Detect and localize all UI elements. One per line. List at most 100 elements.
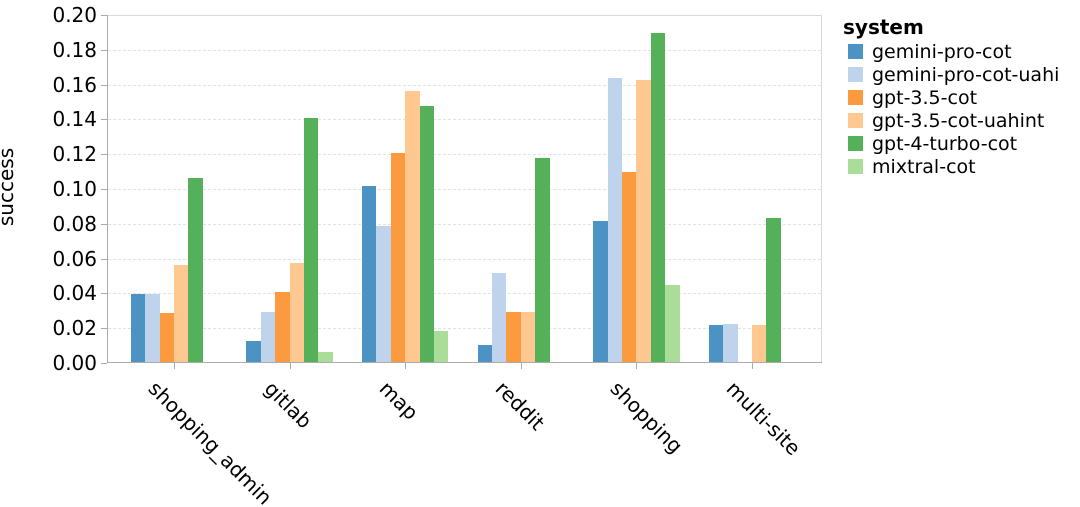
legend-label: mixtral-cot xyxy=(872,155,976,178)
y-tick-label: 0.06 xyxy=(52,246,97,271)
x-tick-mark xyxy=(636,363,638,369)
legend-swatch xyxy=(848,136,863,151)
x-tick-mark xyxy=(520,363,522,369)
legend-item: gemini-pro-cot-uahi xyxy=(843,63,1059,86)
bar-reddit-gemini-pro-cot-uahi xyxy=(492,273,507,362)
y-tick-label: 0.14 xyxy=(52,107,97,132)
right-spine xyxy=(821,15,822,363)
y-tick-mark xyxy=(101,223,107,225)
x-tick-label: shopping_admin xyxy=(143,376,277,507)
legend-item: mixtral-cot xyxy=(843,155,1059,178)
bar-map-gpt-4-turbo-cot xyxy=(419,106,434,362)
legend-item: gpt-4-turbo-cot xyxy=(843,132,1059,155)
legend-item: gpt-3.5-cot-uahint xyxy=(843,109,1059,132)
bar-reddit-gpt-4-turbo-cot xyxy=(535,158,550,362)
bar-shopping-gpt-3.5-cot xyxy=(622,172,637,362)
y-tick-mark xyxy=(101,154,107,156)
bar-gitlab-gemini-pro-cot-uahi xyxy=(260,311,276,362)
bar-reddit-gpt-3.5-cot xyxy=(506,311,521,362)
bar-map-gemini-pro-cot-uahi xyxy=(376,226,391,362)
x-tick-label: gitlab xyxy=(259,376,317,434)
bar-shopping_admin-gemini-pro-cot xyxy=(130,294,146,362)
bar-shopping-gemini-pro-cot xyxy=(593,221,608,362)
x-tick-mark xyxy=(405,363,407,369)
legend-label: gpt-3.5-cot-uahint xyxy=(872,109,1045,132)
y-tick-label: 0.02 xyxy=(52,316,97,341)
x-tick-mark xyxy=(174,363,175,369)
gridline xyxy=(108,223,821,225)
legend-label: gpt-4-turbo-cot xyxy=(872,132,1018,155)
legend: system gemini-pro-cot gemini-pro-cot-uahi… xyxy=(843,14,1059,178)
legend-title: system xyxy=(843,15,924,39)
y-tick-label: 0.12 xyxy=(52,142,97,167)
legend-items: gemini-pro-cot gemini-pro-cot-uahi gpt-3.5… xyxy=(843,40,1059,178)
bar-shopping-gpt-4-turbo-cot xyxy=(650,33,666,362)
y-axis-label: success xyxy=(0,147,18,227)
legend-item: gemini-pro-cot xyxy=(843,40,1059,63)
y-tick-label: 0.20 xyxy=(52,3,97,27)
x-tick-label: reddit xyxy=(490,376,550,435)
bar-gitlab-gpt-4-turbo-cot xyxy=(304,118,319,362)
bar-map-gemini-pro-cot xyxy=(362,186,377,362)
bar-reddit-gemini-pro-cot xyxy=(477,344,492,362)
gridline xyxy=(108,189,821,190)
x-tick-label: multi-site xyxy=(721,376,806,461)
plot-area xyxy=(107,15,822,363)
y-tick-mark xyxy=(101,363,107,364)
y-tick-mark xyxy=(101,84,107,86)
legend-label: gemini-pro-cot xyxy=(872,40,1012,63)
bar-gitlab-gpt-3.5-cot-uahint xyxy=(289,262,304,362)
bar-map-gpt-3.5-cot-uahint xyxy=(405,90,420,362)
bar-gitlab-mixtral-cot xyxy=(318,351,333,362)
y-tick-label: 0.10 xyxy=(52,177,97,201)
bar-reddit-gpt-3.5-cot-uahint xyxy=(520,311,536,362)
bar-gitlab-gpt-3.5-cot xyxy=(275,292,290,362)
bar-shopping_admin-gemini-pro-cot-uahi xyxy=(145,294,160,362)
legend-swatch xyxy=(848,67,863,82)
y-tick-mark xyxy=(101,15,107,16)
y-tick-label: 0.16 xyxy=(52,72,97,97)
gridline xyxy=(108,49,821,51)
y-tick-label: 0.08 xyxy=(52,211,97,236)
top-spine xyxy=(107,15,822,16)
x-tick-label: map xyxy=(374,376,424,425)
left-spine xyxy=(107,15,108,363)
legend-label: gemini-pro-cot-uahi xyxy=(872,63,1060,86)
y-tick-mark xyxy=(101,119,107,121)
bar-shopping-gpt-3.5-cot-uahint xyxy=(636,80,651,362)
gridline xyxy=(108,84,821,86)
bar-map-mixtral-cot xyxy=(434,330,449,362)
bar-shopping-gemini-pro-cot-uahi xyxy=(607,78,622,362)
bar-multi-site-gemini-pro-cot xyxy=(708,325,724,362)
y-tick-label: 0.04 xyxy=(52,281,97,306)
bar-shopping_admin-gpt-3.5-cot xyxy=(159,313,174,362)
bar-map-gpt-3.5-cot xyxy=(390,153,406,362)
gridline xyxy=(108,154,821,156)
bar-shopping_admin-gpt-3.5-cot-uahint xyxy=(174,264,189,362)
gridline xyxy=(108,258,821,260)
y-tick-mark xyxy=(101,328,107,330)
x-tick-label: shopping xyxy=(606,376,688,459)
bar-multi-site-gpt-4-turbo-cot xyxy=(766,217,781,362)
y-tick-mark xyxy=(101,189,107,190)
bottom-spine xyxy=(107,362,822,363)
y-tick-mark xyxy=(101,293,107,295)
bar-gitlab-gemini-pro-cot xyxy=(246,341,261,362)
bar-multi-site-gemini-pro-cot-uahi xyxy=(723,323,738,362)
x-tick-mark xyxy=(752,363,753,369)
y-tick-label: 0.18 xyxy=(52,37,97,62)
legend-swatch xyxy=(848,113,863,128)
y-tick-label: 0.00 xyxy=(52,351,97,375)
gridline xyxy=(108,328,821,330)
y-tick-mark xyxy=(101,258,107,260)
bar-shopping-mixtral-cot xyxy=(665,285,680,362)
x-tick-mark xyxy=(289,363,291,369)
y-tick-mark xyxy=(101,49,107,51)
legend-swatch xyxy=(848,159,863,174)
legend-label: gpt-3.5-cot xyxy=(872,86,978,109)
gridline xyxy=(108,293,821,295)
bar-shopping_admin-gpt-4-turbo-cot xyxy=(188,177,203,362)
legend-item: gpt-3.5-cot xyxy=(843,86,1059,109)
legend-swatch xyxy=(848,44,863,59)
